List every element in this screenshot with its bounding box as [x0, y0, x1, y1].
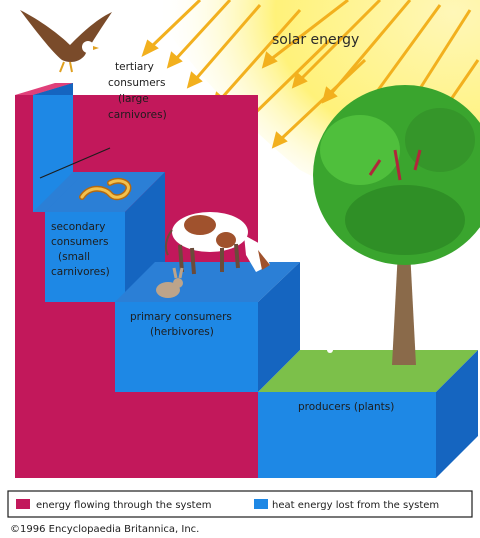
- svg-text:(large: (large: [118, 93, 149, 105]
- svg-text:(small: (small: [58, 251, 90, 263]
- flowers-icon: [327, 338, 355, 353]
- tree-icon: [313, 85, 480, 365]
- producers-label: producers (plants): [298, 401, 394, 413]
- legend-flow-swatch: [16, 499, 30, 509]
- copyright: ©1996 Encyclopaedia Britannica, Inc.: [10, 524, 199, 535]
- svg-text:tertiary: tertiary: [115, 61, 154, 73]
- svg-text:carnivores): carnivores): [51, 266, 110, 278]
- tertiary-pointer: [39, 147, 111, 179]
- secondary-label: secondary consumers (small carnivores): [51, 221, 110, 278]
- legend-heat-swatch: [254, 499, 268, 509]
- tertiary-label: tertiary consumers (large carnivores): [108, 61, 167, 121]
- solar-energy-label: solar energy: [272, 32, 359, 48]
- svg-text:consumers: consumers: [51, 236, 108, 248]
- svg-text:primary consumers: primary consumers: [130, 311, 232, 323]
- legend-flow-label: energy flowing through the system: [36, 500, 211, 511]
- svg-text:carnivores): carnivores): [108, 109, 167, 121]
- cow-icon: [164, 212, 270, 275]
- svg-text:secondary: secondary: [51, 221, 105, 233]
- svg-text:consumers: consumers: [108, 77, 165, 89]
- legend: energy flowing through the system heat e…: [7, 490, 473, 518]
- eagle-icon: [20, 10, 112, 73]
- producers-platform: [258, 338, 478, 478]
- primary-label: primary consumers (herbivores): [130, 311, 232, 338]
- legend-heat-label: heat energy lost from the system: [272, 500, 439, 511]
- rabbit-icon: [156, 267, 184, 298]
- svg-text:producers (plants): producers (plants): [298, 401, 394, 413]
- svg-text:(herbivores): (herbivores): [150, 326, 214, 338]
- snake-icon: [79, 177, 132, 201]
